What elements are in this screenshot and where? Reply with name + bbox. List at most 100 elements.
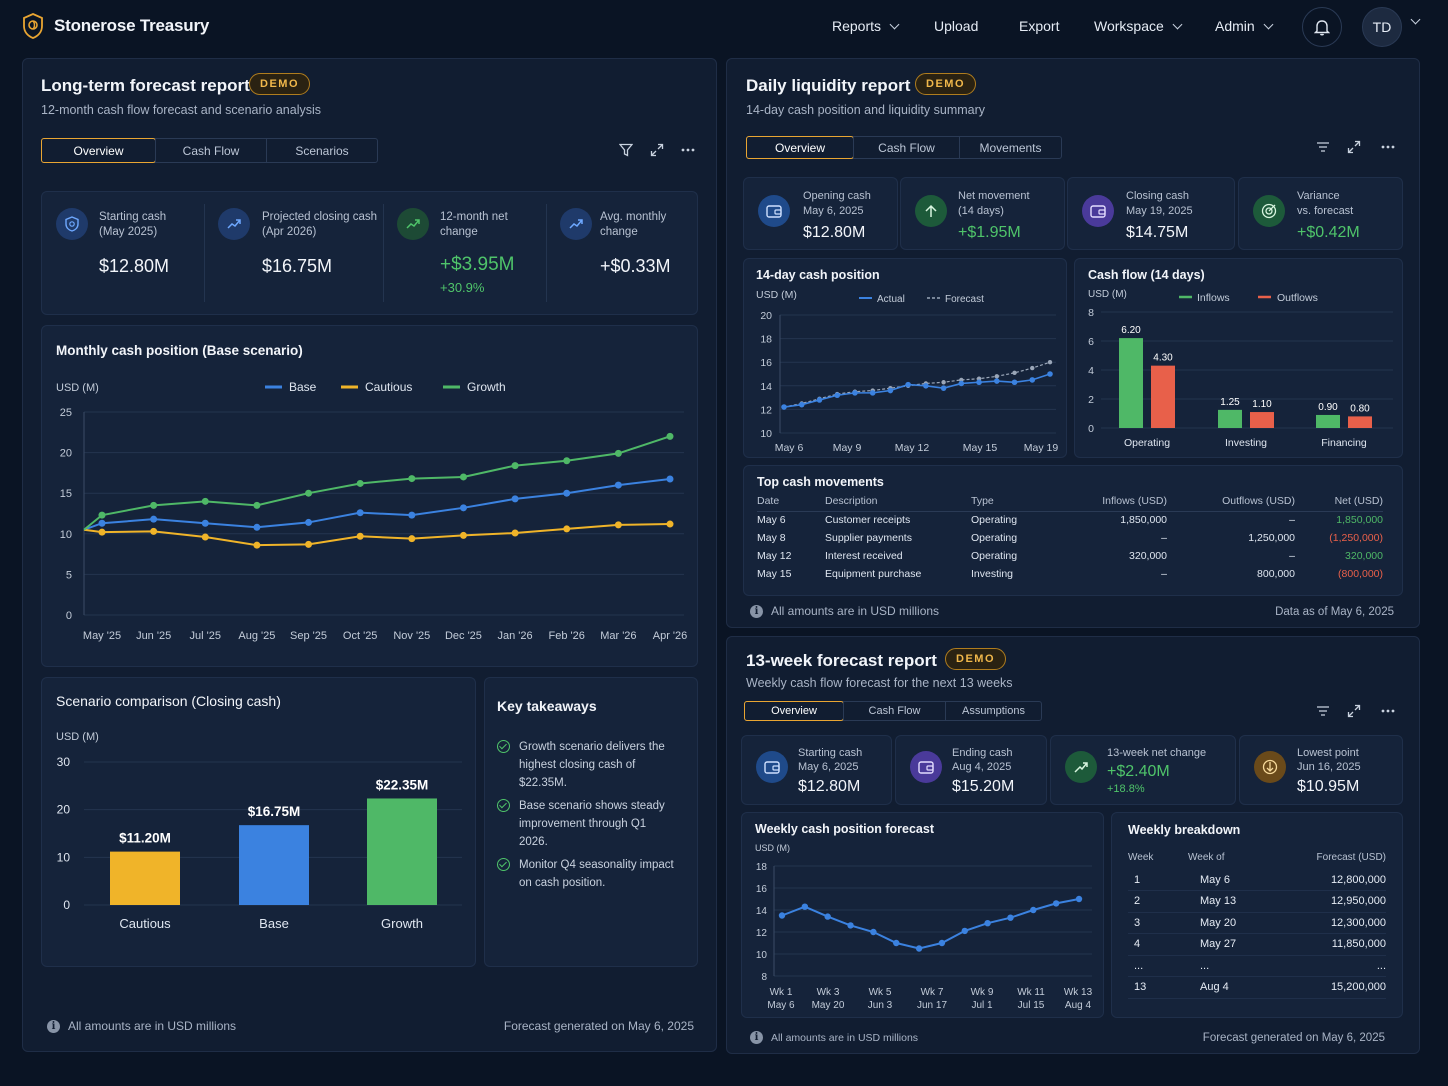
table-cell: ... (1274, 955, 1386, 977)
demo-badge: DEMO (915, 73, 976, 95)
filter-icon[interactable] (619, 143, 633, 157)
table-row[interactable]: 13 Aug 4 15,200,000 (1128, 976, 1386, 999)
data-point (938, 939, 946, 947)
tab-cash-flow[interactable]: Cash Flow (853, 137, 959, 158)
longterm-title: Long-term forecast report (41, 76, 250, 95)
legend-label: Actual (877, 294, 905, 305)
table-cell: 1,250,000 (1248, 532, 1295, 544)
weekly-report-panel: 13-week forecast report DEMO Weekly cash… (726, 636, 1420, 1054)
kpi-value: $12.80M (803, 224, 866, 241)
y-tick-label: 8 (761, 972, 767, 983)
tab-movements[interactable]: Movements (959, 137, 1061, 158)
data-point (511, 495, 519, 503)
weekly-subtitle: Weekly cash flow forecast for the next 1… (746, 676, 1013, 690)
table-cell: May 6 (1188, 869, 1274, 891)
data-label: 6.20 (1121, 325, 1141, 336)
filter-icon[interactable] (1316, 141, 1330, 153)
table-row[interactable]: 2 May 13 12,950,000 (1128, 890, 1386, 913)
weekly-position-line-chart: USD (M) 8 10 12 14 16 18 Wk 1 May 6 Wk 3 May 20 Wk … (755, 843, 1093, 1011)
filter-icon[interactable] (1316, 705, 1330, 717)
data-point (778, 912, 786, 919)
brand[interactable]: Stonerose Treasury (22, 13, 209, 39)
table-row[interactable]: May 6 Customer receipts Operating 1,850,000… (757, 511, 1383, 529)
data-point (98, 519, 106, 527)
tab-overview[interactable]: Overview (744, 701, 844, 721)
data-point (356, 509, 364, 517)
monthly-cash-line-chart: USD (M) 0 5 10 15 20 25 May '25 Jun '25 Jul '25 Au… (56, 380, 687, 642)
data-point (1011, 379, 1018, 386)
data-point (798, 401, 805, 408)
table-row[interactable]: 1 May 6 12,800,000 (1128, 869, 1386, 891)
kpi-label: Ending cash Aug 4, 2025 (952, 747, 1013, 773)
nav-workspace[interactable]: Workspace (1094, 18, 1183, 34)
x-tick-label: Nov '25 (393, 630, 430, 642)
kpi-label: Starting cash May 6, 2025 (798, 747, 863, 773)
y-tick-label: 30 (57, 755, 71, 769)
nav-export[interactable]: Export (1019, 18, 1059, 34)
table-row[interactable]: ......... (1128, 955, 1386, 977)
data-point (915, 945, 923, 952)
x-tick-date: Jun 17 (917, 1000, 947, 1011)
table-cell: Equipment purchase (825, 568, 922, 580)
table-row[interactable]: May 12 Interest received Operating 320,000 –… (757, 547, 1383, 565)
chevron-down-icon (1172, 19, 1183, 29)
check-circle-icon (497, 740, 510, 753)
expand-icon[interactable] (650, 143, 664, 157)
nav-reports[interactable]: Reports (832, 18, 900, 34)
table-row[interactable]: 3 May 20 12,300,000 (1128, 912, 1386, 934)
data-point (459, 473, 467, 481)
more-options-icon[interactable] (1381, 144, 1395, 150)
x-tick-label: Aug '25 (238, 630, 275, 642)
table-cell: 3 (1128, 912, 1188, 934)
data-point (961, 927, 968, 935)
tab-overview[interactable]: Overview (746, 136, 854, 159)
tab-assumptions[interactable]: Assumptions (945, 702, 1041, 720)
check-circle-icon (497, 858, 510, 871)
table-cell: May 12 (757, 550, 792, 562)
table-cell: – (1289, 550, 1295, 562)
table-row[interactable]: May 15 Equipment purchase Investing – 800,00… (757, 565, 1383, 583)
table-row[interactable]: May 8 Supplier payments Operating – 1,250,00… (757, 529, 1383, 547)
table-cell: May 27 (1188, 933, 1274, 956)
data-point (976, 379, 982, 386)
info-icon: i (750, 1031, 763, 1044)
col-net: Net (USD) (1295, 491, 1383, 512)
arrow-down-circle-icon (1254, 751, 1286, 783)
table-header-row: Date Description Type Inflows (USD) Outf… (757, 491, 1383, 512)
data-point (1012, 370, 1017, 376)
nav-upload[interactable]: Upload (934, 18, 978, 34)
legend-label: Outflows (1277, 292, 1318, 304)
table-cell: – (1161, 532, 1167, 544)
table-row[interactable]: 4 May 27 11,850,000 (1128, 933, 1386, 956)
daily-footnote: i All amounts are in USD millions (750, 604, 939, 618)
tab-scenarios[interactable]: Scenarios (266, 139, 377, 162)
kpi-card-net-movement: Net movement (14 days) +$1.95M (900, 177, 1065, 250)
y-tick-label: 20 (57, 803, 71, 817)
table-cell: – (1289, 514, 1295, 527)
x-tick-date: Jul 1 (971, 1000, 993, 1011)
chevron-down-icon[interactable] (1410, 14, 1421, 25)
bar-base (239, 825, 309, 905)
notifications-button[interactable] (1302, 7, 1342, 47)
more-options-icon[interactable] (681, 147, 695, 153)
more-options-icon[interactable] (1381, 708, 1395, 714)
table-cell: 12,800,000 (1274, 869, 1386, 891)
tab-overview[interactable]: Overview (41, 138, 156, 163)
data-point (852, 390, 858, 396)
tab-cash-flow[interactable]: Cash Flow (843, 702, 945, 720)
daily-title: Daily liquidity report (746, 76, 911, 95)
nav-admin[interactable]: Admin (1215, 18, 1274, 34)
kpi-label: 13-week net change (1107, 747, 1207, 759)
expand-icon[interactable] (1347, 704, 1361, 718)
trend-up-icon (218, 208, 250, 240)
legend-label: Inflows (1197, 292, 1230, 304)
expand-icon[interactable] (1347, 140, 1361, 154)
data-label: $22.35M (376, 777, 429, 792)
cash-flow-chart-card: Cash flow (14 days) USD (M) 0 2 4 6 8 Inflows O… (1074, 258, 1403, 458)
data-point (459, 504, 467, 512)
table-cell: Supplier payments (825, 532, 912, 544)
longterm-subtitle: 12-month cash flow forecast and scenario… (41, 103, 322, 117)
data-point (408, 511, 416, 519)
tab-cash-flow[interactable]: Cash Flow (155, 139, 266, 162)
avatar[interactable]: TD (1362, 7, 1402, 47)
